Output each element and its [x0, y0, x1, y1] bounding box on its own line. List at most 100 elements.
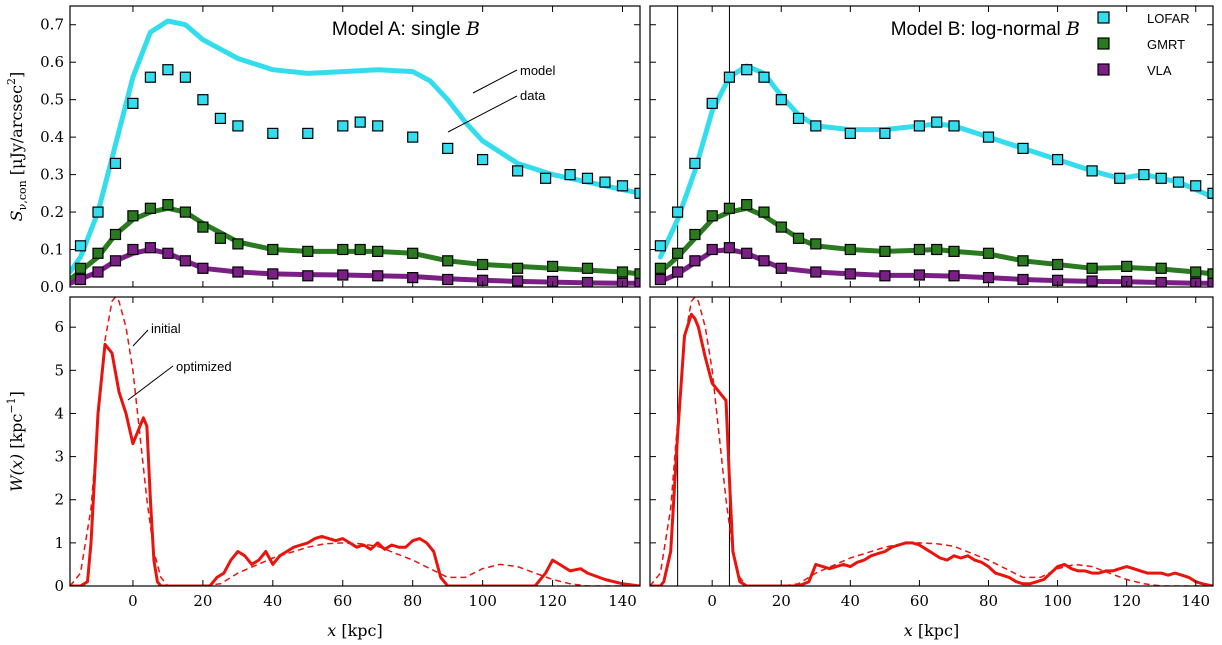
data-marker-vla [302, 270, 314, 282]
legend-label-lofar: LOFAR [1147, 11, 1190, 26]
data-marker-lofar [354, 116, 366, 128]
data-marker-gmrt [723, 202, 736, 214]
y-tick-label: 0.4 [40, 128, 64, 146]
axes-frame [649, 5, 1214, 288]
data-marker-vla [232, 266, 244, 278]
plot-area [70, 18, 640, 287]
data-marker-gmrt [982, 247, 995, 259]
data-marker-lofar [689, 157, 701, 169]
data-marker-vla [442, 273, 454, 286]
data-marker-gmrt [197, 221, 209, 233]
data-marker-gmrt [232, 238, 244, 250]
data-marker-vla [109, 255, 122, 267]
weight-line-optimized [650, 312, 1213, 586]
annotation-pointer [472, 69, 518, 94]
data-marker-gmrt [546, 260, 559, 272]
data-marker-vla [844, 268, 856, 280]
data-marker-lofar [372, 120, 384, 132]
data-marker-gmrt [689, 228, 701, 241]
data-marker-lofar [654, 240, 667, 252]
legend-marker-vla [1097, 63, 1110, 76]
y-label-close: ] [7, 391, 26, 397]
y-tick-label: 0.1 [40, 241, 64, 259]
data-marker-lofar [671, 206, 684, 218]
title-variable: B [465, 18, 480, 40]
data-marker-gmrt [671, 247, 684, 259]
data-marker-gmrt [372, 245, 384, 257]
weight-line-initial [70, 297, 640, 586]
y-tick-label: 0 [54, 577, 64, 595]
title-variable: B [1065, 18, 1080, 40]
data-marker-lofar [539, 172, 552, 184]
data-marker-lofar [1155, 172, 1167, 184]
y-label-sup: −1 [5, 397, 18, 413]
data-marker-vla [741, 247, 753, 259]
x-axis-label: x [kpc] [904, 621, 960, 640]
x-label-var: x [327, 621, 336, 640]
data-marker-lofar [197, 94, 209, 106]
y-axis-label: W(x) [kpc−1] [5, 391, 26, 492]
data-marker-gmrt [741, 199, 753, 211]
data-marker-vla [144, 242, 156, 254]
data-marker-lofar [879, 127, 891, 139]
data-marker-gmrt [1190, 266, 1202, 278]
data-marker-vla [1017, 273, 1029, 286]
data-marker-lofar [109, 157, 122, 169]
x-tick-label: 100 [468, 592, 497, 610]
data-marker-lofar [407, 131, 419, 143]
data-marker-lofar [127, 97, 139, 110]
x-label-unit: [kpc] [913, 621, 959, 640]
data-marker-gmrt [844, 243, 856, 256]
data-marker-lofar [1114, 172, 1126, 184]
y-tick-label: 2 [54, 491, 64, 509]
x-tick-label: 80 [403, 592, 422, 610]
data-marker-lofar [1190, 180, 1202, 192]
data-marker-lofar [144, 71, 156, 83]
data-marker-vla [337, 269, 349, 281]
panel-bottom-right: 0 20 40 60 80 100 120 140 x [kpc] [649, 296, 1214, 640]
data-marker-vla [671, 266, 684, 278]
y-label-symbol: W(x) [7, 454, 26, 492]
data-marker-gmrt [407, 247, 419, 259]
data-marker-gmrt [162, 199, 174, 211]
data-marker-lofar [232, 120, 244, 132]
data-marker-lofar [214, 112, 226, 125]
x-axis-label: x [kpc] [327, 621, 383, 640]
data-marker-lofar [1051, 154, 1064, 166]
data-marker-gmrt [92, 247, 104, 259]
data-marker-gmrt [74, 262, 87, 274]
data-marker-vla [689, 255, 701, 267]
data-marker-gmrt [1155, 262, 1167, 274]
legend-label-vla: VLA [1147, 63, 1172, 78]
data-marker-gmrt [1051, 258, 1064, 271]
y-tick-label: 0.0 [40, 278, 64, 296]
panel-title: Model B: log-normal B [891, 18, 1080, 40]
x-label-unit: [kpc] [336, 621, 382, 640]
annotation-pointer [127, 365, 174, 401]
y-label-sup: 2 [5, 78, 18, 85]
data-marker-vla [92, 266, 104, 278]
data-marker-lofar [758, 71, 770, 83]
data-marker-gmrt [1017, 255, 1029, 267]
data-marker-lofar [775, 94, 787, 106]
data-marker-lofar [634, 187, 640, 199]
data-marker-lofar [337, 120, 349, 132]
data-marker-gmrt [1086, 262, 1098, 274]
axes-frame [69, 5, 641, 288]
data-marker-gmrt [706, 210, 718, 222]
data-marker-vla [179, 255, 191, 267]
annotation-initial: initial [151, 321, 181, 336]
data-marker-gmrt [214, 232, 226, 244]
data-marker-vla [162, 247, 174, 259]
data-marker-lofar [616, 180, 629, 192]
x-tick-label: 0 [707, 592, 717, 610]
y-tick-label: 3 [54, 448, 64, 466]
data-marker-vla [511, 275, 524, 287]
data-marker-lofar [1172, 176, 1185, 188]
data-marker-lofar [723, 71, 736, 83]
data-marker-vla [758, 255, 770, 267]
plot-area [650, 297, 1213, 586]
y-label-unit: [μJy/arcsec [7, 85, 26, 180]
plot-area [654, 6, 1213, 287]
